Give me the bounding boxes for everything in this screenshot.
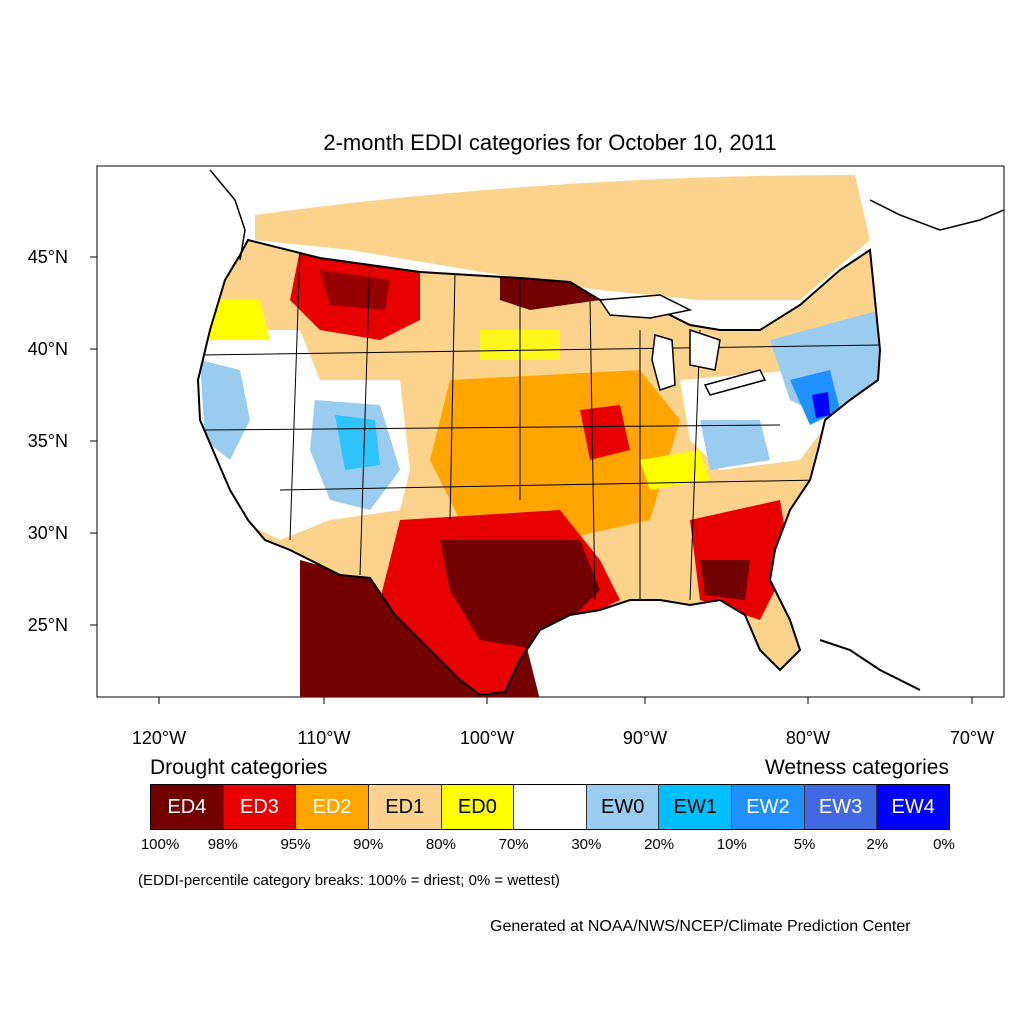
lon-label-100w: 100°W	[460, 728, 514, 748]
legend-swatch-ed3: ED3	[223, 785, 297, 829]
montana-severe-core	[320, 270, 390, 310]
maritimes-coastline	[869, 199, 1004, 231]
percentile-break-label: 2%	[866, 836, 889, 853]
percentile-break-label: 30%	[571, 836, 602, 853]
north-data-band	[255, 175, 870, 300]
lake-huron	[689, 328, 721, 371]
legend-swatch-ew1: EW1	[659, 785, 733, 829]
legend-swatch-ed4: ED4	[151, 785, 224, 829]
category-legend-bar: ED4 ED3 ED2 ED1 ED0 EW0 EW1 EW2 EW3 EW4	[150, 784, 950, 830]
axis-ticks	[90, 256, 973, 704]
lake-erie	[703, 369, 767, 396]
lat-label-25: 25°N	[28, 615, 68, 635]
legend-swatch-ed1: ED1	[368, 785, 442, 829]
california-wet-region	[200, 360, 250, 460]
drought-categories-heading: Drought categories	[150, 756, 328, 779]
legend-swatch-ed2: ED2	[296, 785, 369, 829]
credit-text: Generated at NOAA/NWS/NCEP/Climate Predi…	[490, 918, 911, 935]
legend-swatch-ew2: EW2	[732, 785, 805, 829]
lat-label-30: 30°N	[28, 523, 68, 543]
state-borders	[199, 249, 880, 601]
percentile-break-label: 90%	[353, 836, 384, 853]
percentile-break-label: 98%	[207, 836, 238, 853]
oregon-mild-region	[210, 300, 270, 340]
legend-swatch-ed0: ED0	[441, 785, 515, 829]
percentile-break-label: 20%	[644, 836, 675, 853]
map-figure: 45°N 40°N 35°N 30°N 25°N 120°W 110°W 100…	[28, 165, 1005, 748]
lat-label-45: 45°N	[28, 247, 68, 267]
us-coastline	[196, 238, 882, 697]
kentucky-wet-region	[700, 420, 770, 470]
wetness-categories-heading: Wetness categories	[764, 756, 949, 779]
caribbean-islands	[819, 639, 921, 691]
legend-swatch-neutral	[514, 785, 587, 829]
lon-label-110w: 110°W	[298, 728, 351, 748]
category-breaks-note: (EDDI-percentile category breaks: 100% =…	[138, 872, 560, 889]
map-title: 2-month EDDI categories for October 10, …	[323, 130, 777, 155]
percentile-break-label: 100%	[140, 836, 180, 853]
percentile-break-label: 0%	[933, 836, 955, 853]
percentile-break-label: 70%	[498, 836, 529, 853]
lon-label-70w: 70°W	[950, 728, 994, 748]
percentile-break-label: 80%	[425, 836, 456, 853]
percentile-break-label: 5%	[793, 836, 816, 853]
legend-swatch-ew4: EW4	[877, 785, 950, 829]
lon-label-120w: 120°W	[132, 728, 186, 748]
lake-superior	[598, 294, 693, 319]
tennessee-mild-region	[640, 450, 710, 490]
lat-label-35: 35°N	[28, 431, 68, 451]
legend-swatch-ew0: EW0	[586, 785, 660, 829]
bc-coastline	[209, 169, 246, 261]
legend-swatch-ew3: EW3	[804, 785, 878, 829]
lat-label-40: 40°N	[28, 339, 68, 359]
chesapeake-wettest-core	[812, 392, 830, 418]
lon-label-90w: 90°W	[623, 728, 667, 748]
lon-label-80w: 80°W	[786, 728, 830, 748]
percentile-break-label: 10%	[716, 836, 747, 853]
lake-michigan	[651, 334, 676, 391]
percentile-break-label: 95%	[280, 836, 311, 853]
georgia-severe-core	[700, 560, 750, 600]
